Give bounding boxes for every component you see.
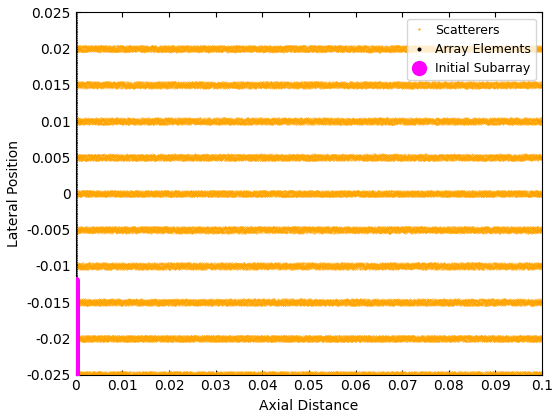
Array Elements bbox=[72, 28, 79, 33]
Scatterers bbox=[271, 189, 278, 194]
Initial Subarray bbox=[72, 289, 79, 294]
Array Elements bbox=[72, 357, 79, 362]
Array Elements bbox=[72, 350, 79, 355]
Scatterers bbox=[460, 263, 466, 268]
Scatterers bbox=[539, 44, 545, 49]
Initial Subarray bbox=[72, 372, 79, 377]
Initial Subarray bbox=[72, 315, 79, 320]
Legend: Scatterers, Array Elements, Initial Subarray: Scatterers, Array Elements, Initial Suba… bbox=[408, 19, 536, 80]
X-axis label: Axial Distance: Axial Distance bbox=[259, 399, 358, 413]
Y-axis label: Lateral Position: Lateral Position bbox=[7, 140, 21, 247]
Initial Subarray bbox=[72, 278, 79, 283]
Line: Array Elements: Array Elements bbox=[74, 11, 77, 375]
Line: Initial Subarray: Initial Subarray bbox=[73, 278, 78, 378]
Array Elements bbox=[72, 10, 79, 15]
Scatterers bbox=[343, 375, 350, 380]
Scatterers bbox=[72, 373, 79, 378]
Array Elements bbox=[72, 41, 79, 46]
Initial Subarray bbox=[72, 331, 79, 336]
Scatterers bbox=[390, 375, 396, 380]
Array Elements bbox=[72, 305, 79, 310]
Scatterers bbox=[82, 157, 89, 162]
Array Elements bbox=[72, 276, 79, 281]
Array Elements bbox=[72, 372, 79, 377]
Initial Subarray bbox=[72, 316, 79, 321]
Scatterers bbox=[262, 301, 268, 306]
Line: Scatterers: Scatterers bbox=[76, 45, 543, 378]
Scatterers bbox=[269, 120, 276, 125]
Initial Subarray bbox=[72, 308, 79, 313]
Initial Subarray bbox=[72, 311, 79, 316]
Scatterers bbox=[246, 43, 253, 48]
